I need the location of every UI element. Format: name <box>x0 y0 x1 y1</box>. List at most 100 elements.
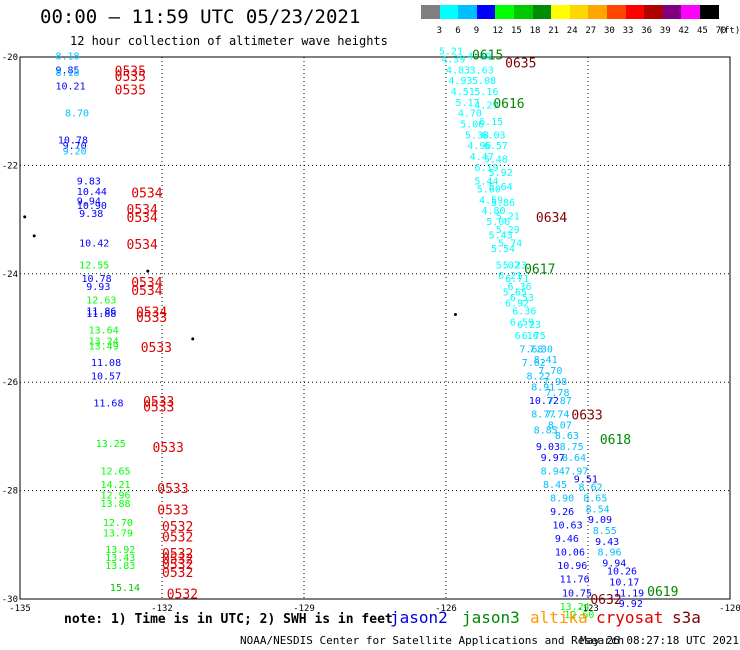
swh-value: 6.03 <box>482 130 506 141</box>
swh-value: 5.74 <box>498 239 522 250</box>
swh-value: 10.78 <box>58 136 88 147</box>
swh-value: 9.83 <box>77 176 101 187</box>
swh-value: 11.76 <box>560 575 590 586</box>
swh-value: 13.24 <box>89 336 119 347</box>
swh-value: 4.93 <box>448 76 472 87</box>
swh-value: 12.65 <box>100 466 130 477</box>
swh-value: 7.62 <box>522 358 546 369</box>
swh-value: 8.45 <box>543 480 567 491</box>
swh-value: 10.72 <box>529 396 559 407</box>
swh-value: 10.90 <box>77 201 107 212</box>
pass-time-label: 0535 <box>115 70 146 85</box>
pass-time-label: 0633 <box>571 409 602 424</box>
swh-value: 7.30 <box>529 344 553 355</box>
swh-value: 8.70 <box>65 109 89 120</box>
pass-time-label: 0532 <box>162 547 193 562</box>
pass-time-label: 0615 <box>472 48 503 63</box>
swh-value: 10.96 <box>557 561 587 572</box>
swh-value: 5.54 <box>491 244 515 255</box>
swh-value: 9.03 <box>536 442 560 453</box>
island-dot <box>453 312 457 316</box>
chart-subtitle: 12 hour collection of altimeter wave hei… <box>70 34 388 48</box>
pass-time-label: 0532 <box>162 552 193 567</box>
swh-value: 8.41 <box>534 355 558 366</box>
swh-value: 7.87 <box>548 396 572 407</box>
colorbar-swatch <box>607 5 627 19</box>
pass-time-label: 0635 <box>505 56 536 71</box>
colorbar-label: 12 <box>492 26 504 36</box>
pass-time-label: 0534 <box>127 238 158 253</box>
swh-value: 15.14 <box>110 583 140 594</box>
swh-value: 8.96 <box>597 548 621 559</box>
swh-value: 9.09 <box>588 515 612 526</box>
swh-value: 6.15 <box>479 117 503 128</box>
colorbar-label: 27 <box>585 26 597 36</box>
x-tick-label: -135 <box>9 604 31 614</box>
swh-value: 8.07 <box>548 420 572 431</box>
island-dot <box>146 269 150 273</box>
swh-value: 4.83 <box>446 65 470 76</box>
plot-frame <box>19 56 731 600</box>
y-tick-label: -28 <box>2 487 18 497</box>
colorbar-label: 15 <box>511 26 522 36</box>
swh-value: 4.59 <box>479 195 503 206</box>
swh-value: 8.77 <box>531 409 555 420</box>
swh-value: 7.70 <box>538 366 562 377</box>
pass-time-label: 0532 <box>162 558 193 573</box>
swh-value: 9.94 <box>602 558 626 569</box>
colorbar-label: 3 <box>436 26 443 36</box>
swh-value: 5.06 <box>486 217 510 228</box>
swh-value: 6.71 <box>505 274 529 285</box>
swh-value: 6.59 <box>510 317 534 328</box>
swh-value: 6.36 <box>508 282 532 293</box>
swh-value: 11.19 <box>614 588 644 599</box>
swh-value: 4.70 <box>458 109 482 120</box>
pass-time-label: 0616 <box>493 97 524 112</box>
pass-time-label: 0533 <box>143 395 174 410</box>
swh-value: 4.51 <box>451 87 475 98</box>
swh-value: 6.36 <box>512 306 536 317</box>
pass-time-label: 0618 <box>600 433 631 448</box>
swh-value: 7.97 <box>564 466 588 477</box>
pass-time-label: 0532 <box>162 566 193 581</box>
colorbar-label: 9 <box>473 26 480 36</box>
swh-value: 8.54 <box>586 504 610 515</box>
swh-value: 4.80 <box>482 206 506 217</box>
generation-timestamp: May 26 08:27:18 UTC 2021 <box>580 634 739 647</box>
x-tick-label: -120 <box>719 604 740 614</box>
swh-value: 5.21 <box>439 46 463 57</box>
pass-time-label: 0534 <box>131 187 162 202</box>
x-tick-label: -129 <box>293 604 315 614</box>
colorbar-swatch <box>588 5 608 19</box>
swh-value: 8.91 <box>531 382 555 393</box>
pass-time-label: 0533 <box>136 311 167 326</box>
swh-value: 10.44 <box>77 187 107 198</box>
swh-value: 13.49 <box>89 342 119 353</box>
colorbar-label: (ft) <box>718 26 740 36</box>
swh-value: 11.88 <box>86 309 116 320</box>
pass-time-label: 0534 <box>131 276 162 291</box>
pass-time-label: 0532 <box>162 520 193 535</box>
colorbar-swatch <box>644 5 664 19</box>
pass-time-label: 0533 <box>157 482 188 497</box>
pass-time-label: 0535 <box>115 65 146 80</box>
swh-value: 9.43 <box>595 537 619 548</box>
swh-value: 4.39 <box>441 54 465 65</box>
swh-value: 6.92 <box>505 298 529 309</box>
swh-value: 5.17 <box>455 98 479 109</box>
swh-value: 8.62 <box>579 483 603 494</box>
swh-value: 9.70 <box>63 141 87 152</box>
colorbar-label: 30 <box>604 26 615 36</box>
swh-value: 9.51 <box>574 474 598 485</box>
swh-value: 7.98 <box>543 377 567 388</box>
colorbar-label: 45 <box>697 26 708 36</box>
swh-value: 5.43 <box>489 231 513 242</box>
colorbar-label: 6 <box>455 26 461 36</box>
pass-time-label: 0533 <box>141 341 172 356</box>
swh-value: 8.22 <box>526 371 550 382</box>
swh-value: 5.23 <box>503 260 527 271</box>
colorbar-label: 21 <box>548 26 560 36</box>
swh-value: 5.64 <box>489 182 513 193</box>
colorbar-swatch <box>439 5 459 19</box>
swh-value: 13.25 <box>96 439 126 450</box>
